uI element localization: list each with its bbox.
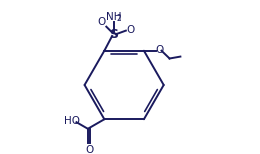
Text: S: S — [109, 28, 118, 41]
Text: O: O — [156, 45, 164, 55]
Text: O: O — [126, 25, 135, 35]
Text: NH: NH — [106, 12, 121, 22]
Text: HO: HO — [64, 116, 80, 126]
Text: O: O — [85, 145, 93, 154]
Text: 2: 2 — [116, 14, 121, 23]
Text: O: O — [98, 17, 106, 27]
